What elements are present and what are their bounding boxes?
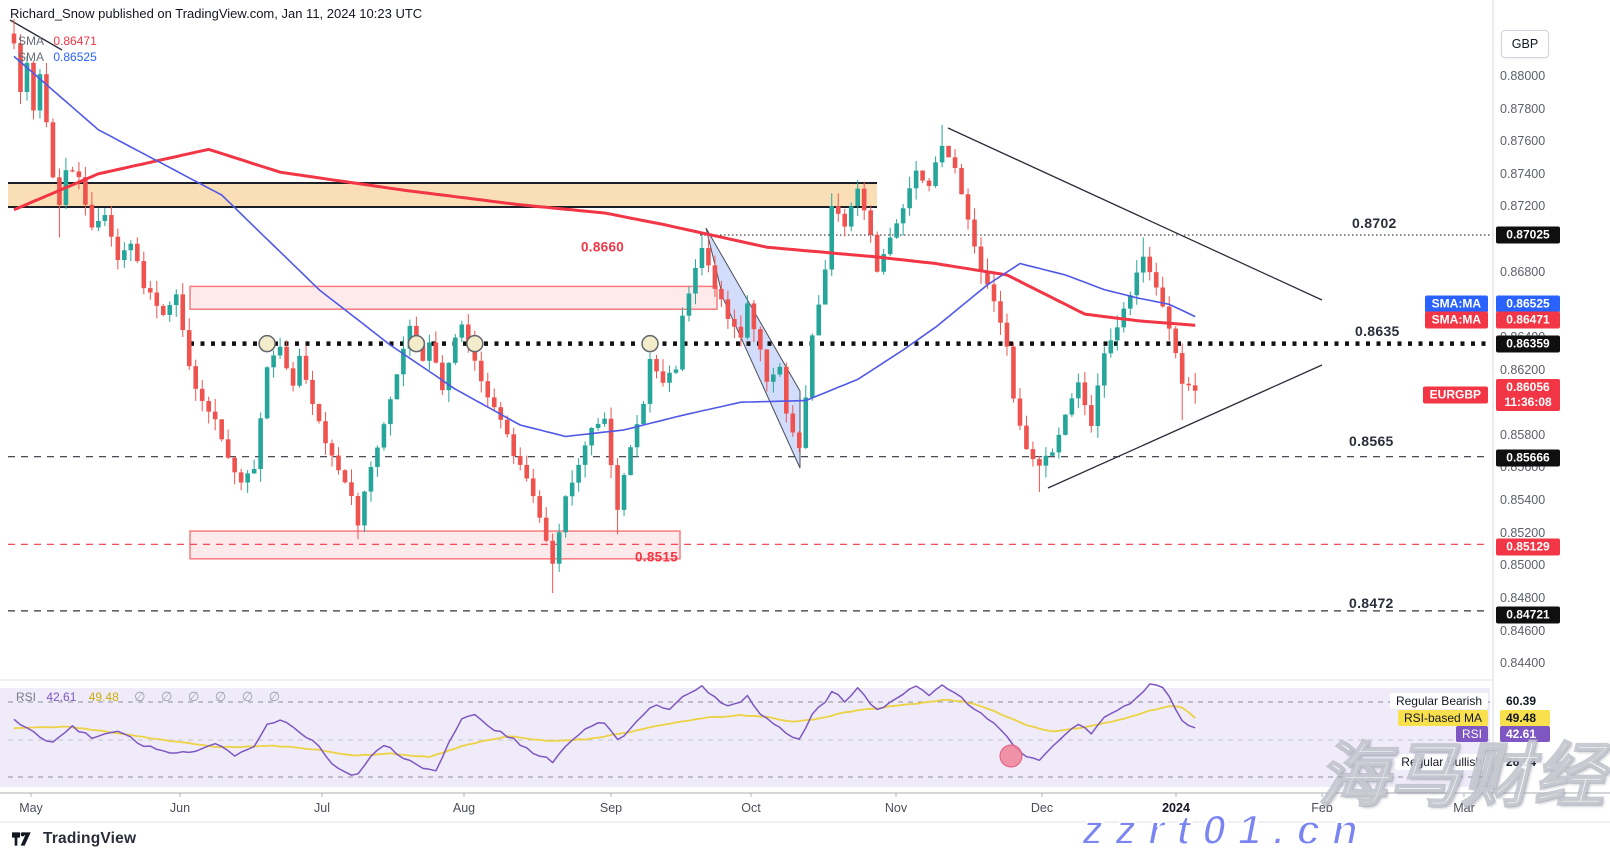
- price-tick: 0.84800: [1500, 590, 1546, 605]
- rsi-row-name: Regular Bearish: [1389, 693, 1488, 709]
- price-badge: 0.85666: [1496, 449, 1560, 467]
- sma-value-red: 0.86471: [53, 34, 97, 48]
- price-tick: 0.88000: [1500, 68, 1546, 83]
- month-label: Aug: [452, 801, 476, 815]
- month-label: Feb: [1311, 801, 1333, 815]
- month-label: Mar: [1453, 801, 1475, 815]
- series-name-label: SMA:MA: [1424, 311, 1488, 329]
- rsi-label: RSI: [16, 690, 37, 704]
- key-level-label: 0.8515: [635, 549, 679, 565]
- rsi-row-name: RSI: [1455, 726, 1488, 742]
- key-level-label: 0.8702: [1352, 215, 1397, 231]
- price-tick: 0.87600: [1500, 134, 1546, 149]
- key-level-label: 0.8472: [1349, 595, 1394, 611]
- rsi-line: [13, 683, 1196, 776]
- month-label: May: [19, 801, 43, 815]
- price-badge: 0.86056 11:36:08: [1496, 379, 1560, 411]
- sma-legend: SMA 0.86471 SMA 0.86525: [18, 33, 97, 65]
- rsi-row-value: 42.61: [1500, 726, 1550, 742]
- month-label: 2024: [1162, 801, 1190, 815]
- level-touch-marker: [466, 334, 484, 353]
- tradingview-logo[interactable]: TradingView: [12, 829, 136, 849]
- sma-label: SMA: [18, 50, 45, 64]
- sma-value-blue: 0.86525: [53, 50, 97, 64]
- hidden-plots-icons: ∅ ∅ ∅ ∅ ∅ ∅: [134, 689, 287, 704]
- tradingview-logo-icon: [12, 832, 31, 846]
- price-badge: 0.84721: [1496, 606, 1560, 624]
- sma-fast-line: [13, 55, 1196, 438]
- month-label: Dec: [1030, 801, 1054, 815]
- currency-toggle-button[interactable]: GBP: [1501, 30, 1549, 58]
- trendline: [947, 127, 1323, 301]
- publish-title: Richard_Snow published on TradingView.co…: [10, 6, 423, 21]
- rsi-row-value: 60.39: [1506, 694, 1537, 708]
- price-tick: 0.85200: [1500, 525, 1546, 540]
- level-touch-marker: [258, 334, 276, 353]
- month-label: Sep: [599, 801, 623, 815]
- key-level-label: 0.8565: [1349, 433, 1394, 449]
- price-badge: 0.86471: [1496, 311, 1560, 329]
- price-tick: 0.84400: [1500, 656, 1546, 671]
- rsi-ma-value: 49.48: [88, 690, 119, 704]
- support-zone: [189, 530, 681, 560]
- key-level-label: 0.8635: [1355, 323, 1400, 339]
- resistance-zone: [189, 285, 718, 310]
- watermark-cjk: 海马财经: [1317, 736, 1606, 816]
- rsi-row-value: 49.48: [1500, 710, 1550, 726]
- level-touch-marker: [407, 334, 426, 353]
- trendline: [9, 19, 63, 51]
- price-badge: 0.86359: [1496, 335, 1560, 353]
- price-badge: 0.85129: [1496, 538, 1560, 556]
- series-name-label: EURGBP: [1422, 386, 1488, 404]
- trendline: [1047, 364, 1323, 489]
- price-tick: 0.87200: [1500, 199, 1546, 214]
- price-tick: 0.85400: [1500, 493, 1546, 508]
- price-tick: 0.85800: [1500, 427, 1546, 442]
- price-tick: 0.87800: [1500, 101, 1546, 116]
- price-tick: 0.87400: [1500, 166, 1546, 181]
- price-tick: 0.86200: [1500, 362, 1546, 377]
- bullish-divergence-marker: [999, 744, 1023, 768]
- rsi-row-name: RSI-based MA: [1397, 710, 1488, 726]
- sma-slow-line: [13, 147, 1196, 327]
- sma-legend-row-slow[interactable]: SMA 0.86471: [18, 33, 97, 49]
- rsi-row-name: Regular Bullish: [1395, 754, 1488, 770]
- rsi-ma-line: [13, 698, 1196, 758]
- price-badge: 0.86525: [1496, 295, 1560, 313]
- month-label: Nov: [884, 801, 908, 815]
- tradingview-logo-text: TradingView: [43, 830, 137, 847]
- watermark-url: zzrt01.cn: [1081, 805, 1370, 854]
- key-level-label: 0.8660: [581, 239, 625, 255]
- month-label: Oct: [741, 801, 761, 815]
- rsi-row-value: 26.64: [1506, 755, 1537, 769]
- candlesticks: [11, 18, 1198, 594]
- month-label: Jun: [169, 801, 191, 815]
- rsi-current-value: 42.61: [46, 690, 77, 704]
- sma-label: SMA: [18, 34, 45, 48]
- month-label: Jul: [314, 801, 330, 815]
- rsi-pane-bg: [0, 688, 1490, 787]
- price-badge: 0.87025: [1496, 226, 1560, 244]
- price-tick: 0.85000: [1500, 558, 1546, 573]
- level-touch-marker: [641, 334, 659, 353]
- series-name-label: SMA:MA: [1424, 295, 1488, 313]
- price-tick: 0.84600: [1500, 623, 1546, 638]
- sma-legend-row-fast[interactable]: SMA 0.86525: [18, 49, 97, 65]
- price-tick: 0.86800: [1500, 264, 1546, 279]
- rsi-legend[interactable]: RSI 42.61 49.48 ∅ ∅ ∅ ∅ ∅ ∅: [16, 689, 286, 705]
- bull-flag-channel: [705, 227, 801, 469]
